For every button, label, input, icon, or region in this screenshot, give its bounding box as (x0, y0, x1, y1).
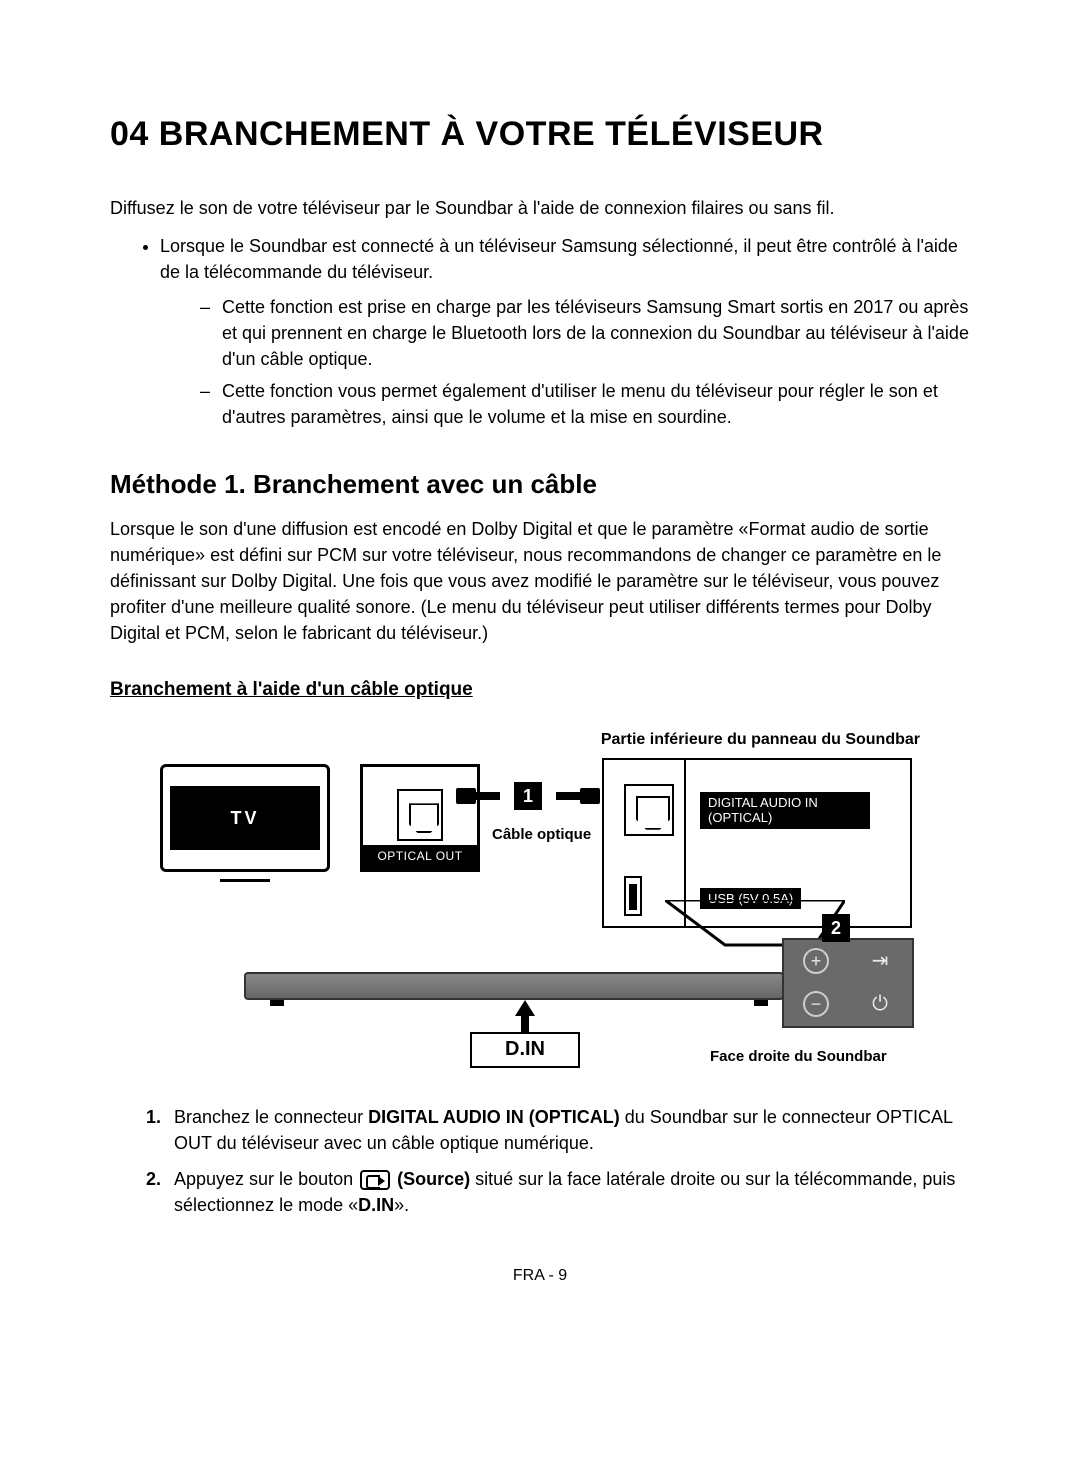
volume-plus-icon: + (803, 948, 829, 974)
step-text: ». (394, 1195, 409, 1215)
step-number: 2. (146, 1166, 161, 1192)
sub-bullet: Cette fonction est prise en charge par l… (200, 294, 970, 372)
optical-out-label: OPTICAL OUT (363, 845, 477, 868)
chapter-title: BRANCHEMENT À VOTRE TÉLÉVISEUR (159, 115, 824, 153)
optical-port-shape-icon (397, 789, 443, 841)
soundbar-side-controls-icon: + ⇥ − ⏻ (782, 938, 914, 1028)
step-2-badge: 2 (822, 914, 850, 942)
tv-icon: TV (160, 764, 330, 872)
din-label-box: D.IN (470, 1032, 580, 1068)
soundbar-foot-icon (270, 1000, 284, 1006)
source-inline-icon (360, 1170, 390, 1190)
step-text: Appuyez sur le bouton (174, 1169, 358, 1189)
volume-minus-icon: − (803, 991, 829, 1017)
tv-stand-icon (220, 872, 270, 882)
sub-bullet: Cette fonction vous permet également d'u… (200, 378, 970, 430)
cable-plug-right-icon (556, 784, 600, 808)
usb-port-icon (624, 876, 642, 916)
bullet-list: Lorsque le Soundbar est connecté à un té… (160, 233, 970, 430)
digital-audio-port-icon (624, 784, 674, 836)
sub-bullet-list: Cette fonction est prise en charge par l… (200, 294, 970, 430)
optical-out-port-icon: OPTICAL OUT (360, 764, 480, 872)
face-label: Face droite du Soundbar (710, 1046, 887, 1068)
source-button-icon: ⇥ (848, 940, 912, 983)
connection-diagram: Partie inférieure du panneau du Soundbar… (160, 728, 920, 1078)
page-number: FRA - 9 (110, 1264, 970, 1287)
step-bold: D.IN (358, 1195, 394, 1215)
step-bold: (Source) (397, 1169, 470, 1189)
method1-paragraph: Lorsque le son d'une diffusion est encod… (110, 516, 970, 646)
diagram-top-caption: Partie inférieure du panneau du Soundbar (601, 728, 920, 751)
bullet-main: Lorsque le Soundbar est connecté à un té… (160, 233, 970, 430)
digital-audio-label: DIGITAL AUDIO IN (OPTICAL) (700, 792, 870, 829)
step-number: 1. (146, 1104, 161, 1130)
step-text: Branchez le connecteur (174, 1107, 368, 1127)
steps-list: 1. Branchez le connecteur DIGITAL AUDIO … (146, 1104, 970, 1218)
tv-label: TV (170, 786, 320, 850)
step-1-badge: 1 (514, 782, 542, 810)
step-2: 2. Appuyez sur le bouton (Source) situé … (146, 1166, 970, 1218)
chapter-number: 04 (110, 115, 149, 153)
intro-paragraph: Diffusez le son de votre téléviseur par … (110, 195, 970, 221)
cable-label: Câble optique (492, 824, 591, 846)
optical-sub-heading: Branchement à l'aide d'un câble optique (110, 676, 970, 704)
cable-plug-left-icon (456, 784, 500, 808)
chapter-heading: 04 BRANCHEMENT À VOTRE TÉLÉVISEUR (110, 110, 970, 159)
power-icon: ⏻ (848, 983, 912, 1026)
step-1: 1. Branchez le connecteur DIGITAL AUDIO … (146, 1104, 970, 1156)
method1-heading: Méthode 1. Branchement avec un câble (110, 466, 970, 504)
soundbar-body-icon (244, 972, 784, 1000)
soundbar-foot-icon (754, 1000, 768, 1006)
bullet-main-text: Lorsque le Soundbar est connecté à un té… (160, 236, 958, 282)
step-bold: DIGITAL AUDIO IN (OPTICAL) (368, 1107, 620, 1127)
up-arrow-icon (510, 1000, 540, 1032)
